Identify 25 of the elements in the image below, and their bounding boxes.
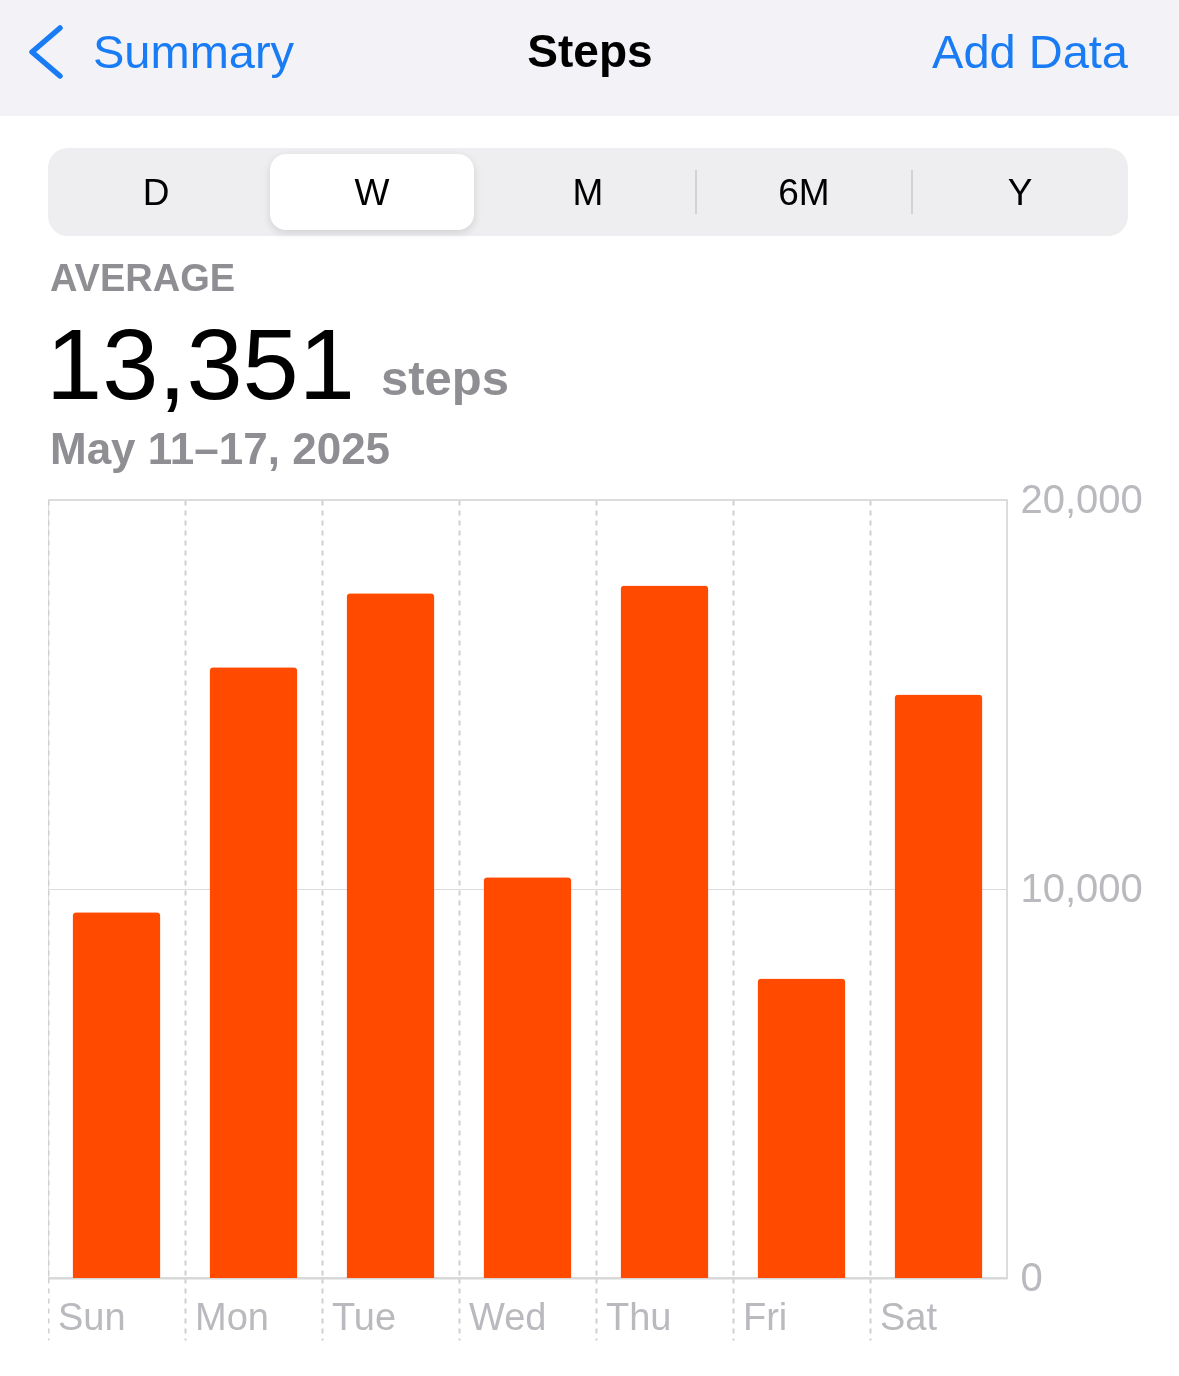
text: AVERAGE	[50, 257, 236, 299]
y-tick-label: 10,000	[1020, 865, 1143, 910]
y-tick-label: 0	[1020, 1254, 1043, 1299]
chart-title: Steps	[527, 25, 653, 77]
segmented-control: D W M 6M Y	[48, 148, 1128, 236]
x-tick-label: Wed	[469, 1295, 547, 1338]
bar	[483, 877, 572, 1278]
chart-subtitle: May 11–17, 2025	[50, 424, 391, 473]
text: steps	[381, 351, 510, 405]
bar	[346, 593, 435, 1278]
x-tick-label: Mon	[195, 1295, 269, 1338]
x-tick-label: Sun	[58, 1295, 126, 1338]
text: Add Data	[932, 25, 1128, 78]
text: Summary	[93, 25, 295, 78]
x-tick-label: Sat	[880, 1295, 938, 1338]
text: 13,351	[46, 308, 355, 420]
bar	[620, 585, 709, 1278]
bar	[894, 694, 983, 1278]
bar	[209, 667, 298, 1278]
y-tick-label: 20,000	[1020, 476, 1143, 521]
x-tick-label: Tue	[332, 1295, 397, 1338]
x-tick-label: Thu	[606, 1295, 672, 1338]
bar	[757, 978, 846, 1278]
x-tick-label: Fri	[743, 1295, 788, 1338]
bar	[72, 912, 161, 1278]
